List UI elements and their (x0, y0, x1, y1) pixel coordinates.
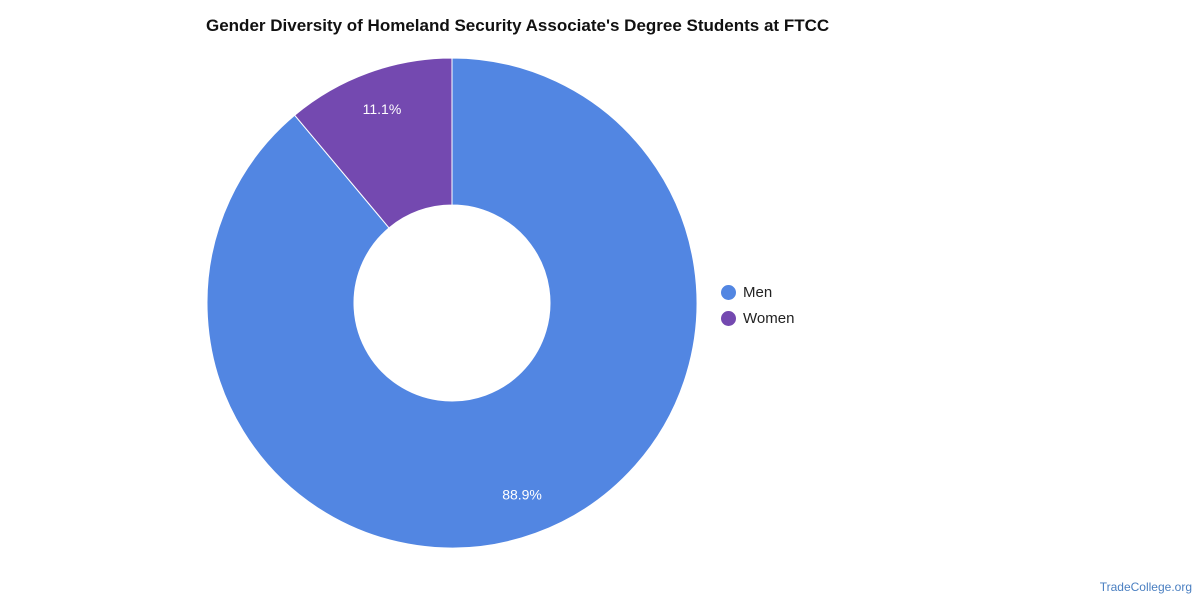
legend-item-men[interactable]: Men (721, 279, 794, 305)
data-label-men: 88.9% (502, 486, 542, 502)
legend-swatch-women (721, 310, 736, 326)
donut-slice-men[interactable] (206, 57, 698, 549)
legend-swatch-men (721, 284, 736, 300)
donut-slice-women[interactable] (293, 57, 453, 229)
legend-label-women: Women (743, 309, 795, 327)
chart-legend: Men Women (721, 279, 794, 331)
legend-item-women[interactable]: Women (721, 305, 794, 331)
legend-label-men: Men (743, 283, 773, 301)
data-label-women: 11.1% (363, 101, 402, 117)
footer-credit[interactable]: TradeCollege.org (1099, 580, 1192, 594)
chart-title: Gender Diversity of Homeland Security As… (206, 16, 830, 35)
